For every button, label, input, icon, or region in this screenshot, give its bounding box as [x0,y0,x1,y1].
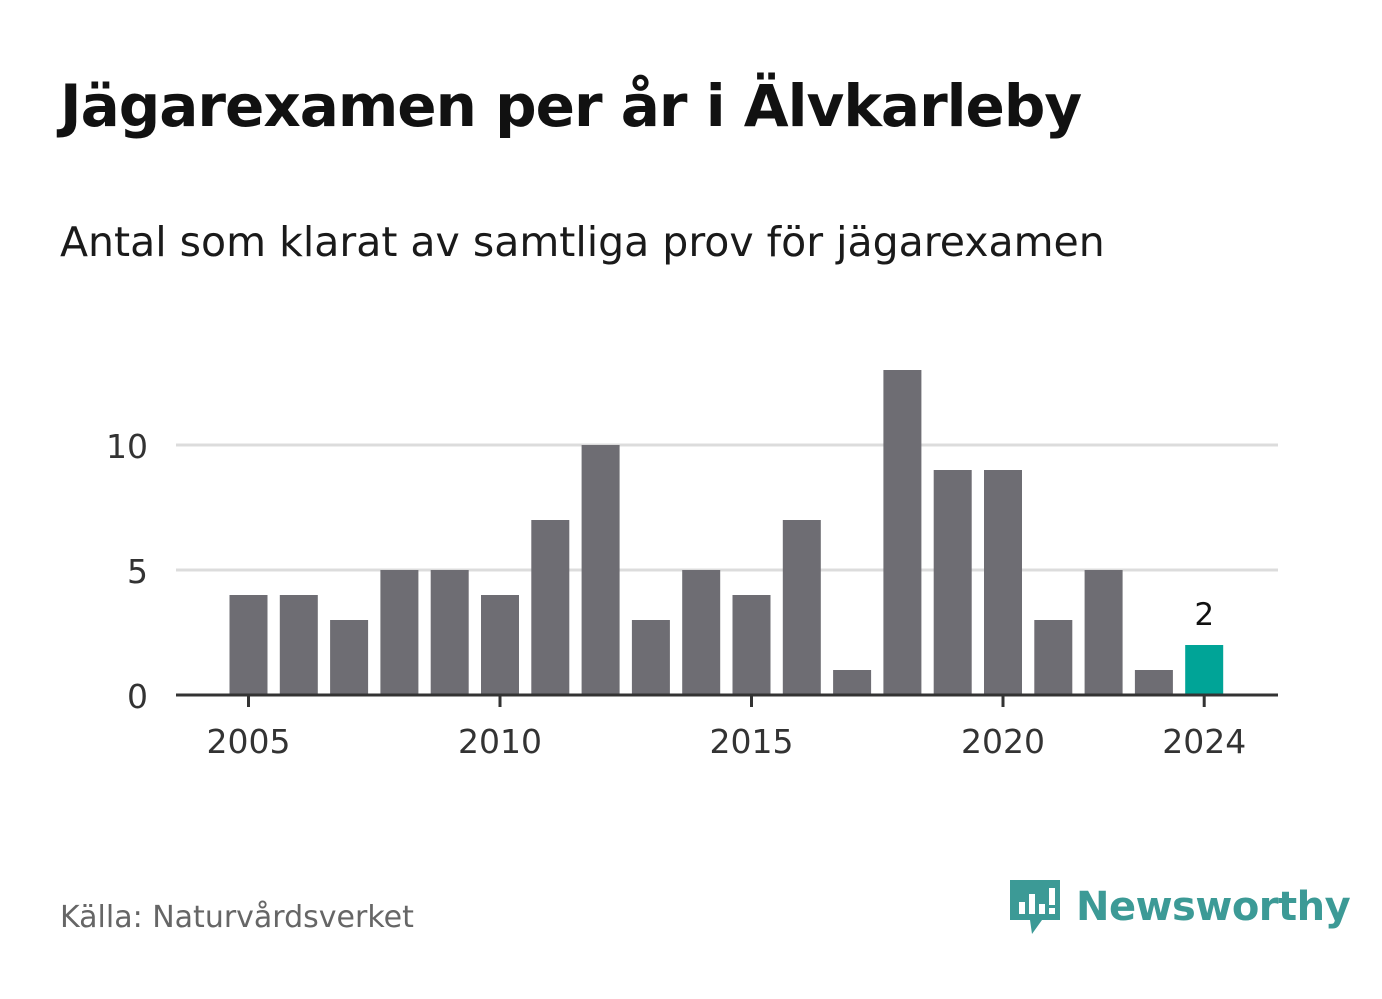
bar-2008 [380,570,419,695]
bar-2006 [279,595,318,695]
bar-2021 [1034,620,1073,695]
x-tick-label-2015: 2015 [710,722,794,761]
newsworthy-logo-icon [1010,880,1060,934]
bar-2015 [732,595,771,695]
bar-2005 [229,595,268,695]
newsworthy-logo[interactable]: Newsworthy [1008,876,1351,938]
bar-2007 [330,620,369,695]
bar-2010 [481,595,519,695]
bar-2020 [984,470,1022,695]
bar-2022 [1084,570,1123,695]
source-note: Källa: Naturvårdsverket [60,900,414,935]
y-axis-labels: 0 5 10 [106,427,148,716]
chart-subtitle: Antal som klarat av samtliga prov för jä… [60,218,1105,266]
x-axis-ticks: 2005 2010 2015 2020 2024 [207,695,1246,761]
y-tick-label-5: 5 [127,552,148,591]
bar-2013 [631,620,670,695]
data-labels: 2 [1194,597,1214,633]
bar-2009 [430,570,469,695]
bar-2014 [682,570,721,695]
bars [229,370,1224,695]
y-tick-label-0: 0 [127,677,148,716]
logo-text: Newsworthy [1076,884,1351,930]
y-tick-label-10: 10 [106,427,148,466]
bar-2019 [933,470,972,695]
bar-2012 [581,445,620,695]
x-tick-label-2020: 2020 [961,722,1045,761]
x-tick-label-2024: 2024 [1162,722,1246,761]
bar-2016 [782,520,821,695]
bar-chart: 2005 2010 2015 2020 2024 0 5 10 2 [106,370,1278,761]
bar-2018 [883,370,922,695]
bar-2024 [1185,645,1224,695]
x-tick-label-2005: 2005 [207,722,291,761]
bar-2017 [833,670,872,695]
bar-2023 [1134,670,1173,695]
gridlines [176,443,1278,572]
x-tick-label-2010: 2010 [458,722,542,761]
data-label-2024: 2 [1194,597,1214,633]
chart-title: Jägarexamen per år i Älvkarleby [60,72,1082,140]
bar-2011 [531,520,570,695]
